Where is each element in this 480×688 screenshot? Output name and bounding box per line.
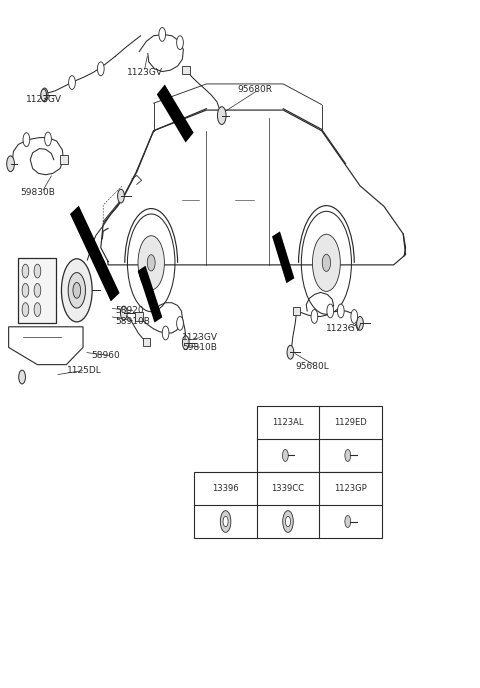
Ellipse shape: [217, 107, 226, 125]
Polygon shape: [182, 66, 190, 74]
Ellipse shape: [311, 310, 318, 323]
FancyBboxPatch shape: [18, 258, 56, 323]
Ellipse shape: [177, 316, 183, 330]
Ellipse shape: [345, 515, 351, 528]
Ellipse shape: [345, 449, 351, 462]
Ellipse shape: [7, 156, 14, 171]
Ellipse shape: [357, 316, 363, 330]
Ellipse shape: [337, 304, 344, 318]
Text: 1123GV: 1123GV: [182, 332, 218, 342]
Ellipse shape: [34, 264, 41, 278]
Ellipse shape: [223, 516, 228, 527]
Ellipse shape: [120, 306, 127, 320]
Polygon shape: [293, 307, 300, 315]
Ellipse shape: [22, 303, 29, 316]
Ellipse shape: [68, 272, 85, 308]
Text: 1123AL: 1123AL: [272, 418, 304, 427]
Ellipse shape: [220, 510, 231, 533]
Text: 1123GP: 1123GP: [334, 484, 367, 493]
Text: 1123GV: 1123GV: [26, 95, 62, 105]
Ellipse shape: [312, 234, 340, 292]
Ellipse shape: [45, 132, 51, 146]
Ellipse shape: [97, 62, 104, 76]
Ellipse shape: [22, 283, 29, 297]
Ellipse shape: [159, 28, 166, 41]
Text: 13396: 13396: [212, 484, 239, 493]
Ellipse shape: [22, 264, 29, 278]
Text: 1123GV: 1123GV: [326, 324, 362, 334]
Ellipse shape: [138, 236, 164, 290]
Ellipse shape: [286, 516, 290, 527]
Polygon shape: [272, 231, 294, 283]
Text: 58920: 58920: [115, 306, 144, 316]
Ellipse shape: [283, 510, 293, 533]
Ellipse shape: [322, 255, 331, 271]
Text: 59830B: 59830B: [20, 188, 55, 197]
Polygon shape: [143, 338, 150, 346]
Ellipse shape: [327, 304, 334, 318]
Polygon shape: [60, 155, 68, 164]
Ellipse shape: [118, 189, 124, 203]
Text: 1339CC: 1339CC: [272, 484, 304, 493]
Ellipse shape: [287, 345, 294, 359]
FancyBboxPatch shape: [257, 406, 382, 472]
Ellipse shape: [23, 133, 30, 147]
Ellipse shape: [73, 283, 81, 298]
Ellipse shape: [147, 255, 155, 271]
Ellipse shape: [69, 76, 75, 89]
Ellipse shape: [34, 283, 41, 297]
Text: 95680R: 95680R: [238, 85, 273, 94]
Text: 58910B: 58910B: [115, 316, 150, 326]
Ellipse shape: [282, 449, 288, 462]
Text: 1129ED: 1129ED: [334, 418, 367, 427]
Text: 59810B: 59810B: [182, 343, 217, 352]
Text: 58960: 58960: [91, 351, 120, 361]
Ellipse shape: [351, 310, 358, 323]
Polygon shape: [157, 85, 193, 142]
Ellipse shape: [41, 88, 48, 102]
Ellipse shape: [34, 303, 41, 316]
Polygon shape: [135, 312, 143, 321]
Ellipse shape: [19, 370, 25, 384]
Polygon shape: [138, 266, 162, 323]
Ellipse shape: [61, 259, 92, 322]
Ellipse shape: [41, 89, 47, 101]
Ellipse shape: [177, 36, 183, 50]
Text: 95680L: 95680L: [295, 361, 329, 371]
FancyBboxPatch shape: [194, 472, 382, 538]
Polygon shape: [70, 206, 120, 301]
Text: 1125DL: 1125DL: [67, 365, 102, 375]
Ellipse shape: [182, 336, 189, 350]
Ellipse shape: [162, 326, 169, 340]
Text: 1123GV: 1123GV: [127, 67, 163, 77]
